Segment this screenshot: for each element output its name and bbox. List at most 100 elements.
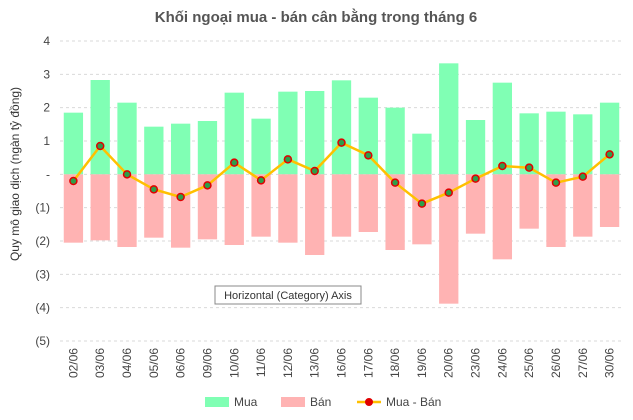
y-tick-label: (2) (35, 234, 50, 248)
x-tick-label: 11/06 (254, 348, 268, 377)
x-tick-label: 27/06 (576, 348, 590, 378)
buy-bar (599, 102, 620, 175)
sell-bar (144, 174, 164, 238)
y-axis-label: Quy mô giao dịch (ngàn tỷ đồng) (8, 87, 22, 261)
buy-bar (117, 102, 137, 175)
buy-bar (492, 82, 513, 175)
buy-bar (278, 91, 298, 175)
legend-label: Bán (310, 395, 331, 409)
tooltip-text: Horizontal (Category) Axis (224, 290, 352, 302)
sell-bar (170, 174, 191, 248)
net-point (417, 199, 427, 208)
net-point (578, 172, 588, 181)
sell-bar (573, 174, 593, 237)
y-tick-label: (3) (35, 267, 50, 281)
net-point (122, 170, 132, 179)
buy-bar (90, 80, 110, 175)
x-tick-label: 10/06 (227, 348, 241, 378)
net-point (95, 141, 105, 151)
net-point (471, 174, 480, 183)
y-tick-label: (1) (35, 201, 50, 215)
sell-bar (90, 174, 110, 241)
line-layer (69, 138, 614, 208)
bar-layer (63, 63, 620, 304)
x-tick-label: 02/06 (66, 348, 80, 378)
buy-bar (358, 97, 378, 175)
y-tick-label: 2 (43, 101, 50, 115)
sell-bar (412, 174, 432, 245)
sell-bar (278, 174, 298, 243)
buy-bar (251, 118, 271, 175)
x-tick-label: 19/06 (415, 348, 429, 378)
sell-bar (251, 174, 271, 237)
legend: Mua Bán Mua - Bán (205, 395, 441, 409)
net-point (364, 151, 373, 160)
legend-swatch (281, 397, 305, 407)
x-tick-label: 12/06 (281, 348, 295, 378)
net-point (337, 138, 346, 147)
buy-bar (197, 121, 218, 175)
x-tick-label: 13/06 (308, 348, 322, 378)
buy-bar (170, 123, 191, 175)
buy-bar (63, 112, 84, 175)
net-point (256, 176, 266, 185)
y-tick-label: 4 (43, 34, 50, 48)
sell-bar (63, 174, 84, 243)
sell-bar (224, 174, 244, 245)
y-tick-label: - (46, 167, 50, 181)
x-tick-label: 17/06 (361, 348, 375, 378)
x-tick-label: 20/06 (442, 348, 456, 378)
buy-bar (519, 113, 539, 175)
buy-bar (224, 92, 244, 175)
y-tick-label: (5) (35, 334, 50, 348)
net-point (310, 166, 319, 176)
net-point (149, 185, 159, 194)
x-tick-label: 26/06 (549, 348, 563, 378)
net-point (176, 192, 185, 202)
tooltip-box (214, 285, 362, 305)
sell-bar (305, 174, 325, 255)
net-point (498, 161, 507, 171)
sell-bar (599, 174, 620, 227)
x-tick-label: 30/06 (603, 348, 617, 378)
sell-bar (117, 174, 137, 247)
sell-bar (197, 174, 218, 240)
sell-bar (519, 174, 539, 229)
x-tick-label: 23/06 (469, 348, 483, 378)
buy-bar (305, 91, 325, 175)
x-tick-label: 05/06 (147, 348, 161, 378)
x-tick-label: 09/06 (200, 348, 214, 378)
net-point (230, 158, 239, 167)
x-tick-label: 06/06 (174, 348, 188, 378)
buy-bar (465, 120, 486, 175)
x-tick-label: 25/06 (522, 348, 536, 378)
net-point (69, 176, 78, 186)
y-tick-label: 3 (43, 67, 50, 81)
axis-tooltip: Horizontal (Category) Axis (214, 285, 362, 305)
legend-label: Mua (234, 395, 258, 409)
x-tick-label: 18/06 (388, 348, 402, 378)
y-tick-label: (4) (35, 301, 50, 315)
x-tick-label: 03/06 (93, 348, 107, 378)
legend-label: Mua - Bán (386, 395, 441, 409)
x-tick-label: 04/06 (120, 348, 134, 378)
y-axis-ticks: 4 3 2 1 - (1) (2) (3) (4) (5) (35, 34, 50, 348)
sell-bar (546, 174, 566, 247)
buy-bar (439, 63, 459, 175)
net-point (551, 178, 561, 187)
sell-bar (385, 174, 405, 250)
chart-title: Khối ngoại mua - bán cân bằng trong thán… (155, 8, 478, 26)
buy-bar (385, 107, 405, 175)
net-point (283, 155, 293, 164)
buy-bar (573, 114, 593, 175)
x-tick-label: 24/06 (495, 348, 509, 378)
sell-bar (492, 174, 513, 260)
legend-marker (365, 398, 373, 406)
x-axis-ticks: 02/06 03/06 04/06 05/06 06/06 09/06 10/06 11/06… (66, 348, 616, 378)
net-point (203, 181, 212, 190)
buy-bar (144, 126, 164, 175)
x-tick-label: 16/06 (335, 348, 349, 378)
net-point (444, 188, 453, 197)
